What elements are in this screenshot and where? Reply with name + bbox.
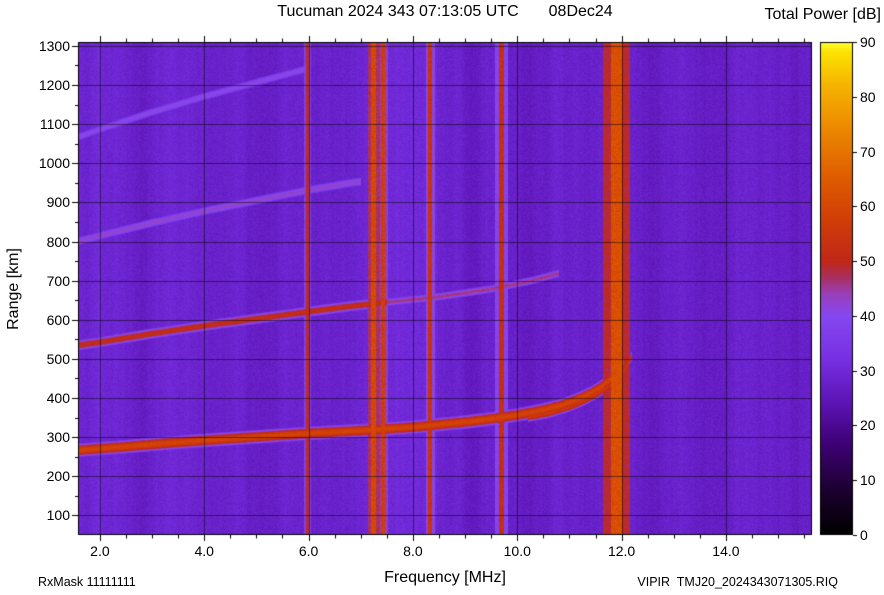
plot-title: Tucuman 2024 343 07:13:05 UTC 08Dec24 bbox=[78, 3, 812, 21]
colorbar-title: Total Power [dB] bbox=[764, 6, 882, 23]
title-date: 08Dec24 bbox=[548, 3, 613, 20]
x-axis-label: Frequency [MHz] bbox=[384, 569, 506, 586]
y-axis-label: Range [km] bbox=[5, 248, 22, 330]
file-id-label: VIPIR TMJ20_2024343071305.RIQ bbox=[637, 575, 838, 589]
rxmask-label: RxMask 11111111 bbox=[38, 575, 136, 589]
title-station-time: Tucuman 2024 343 07:13:05 UTC bbox=[277, 3, 519, 20]
